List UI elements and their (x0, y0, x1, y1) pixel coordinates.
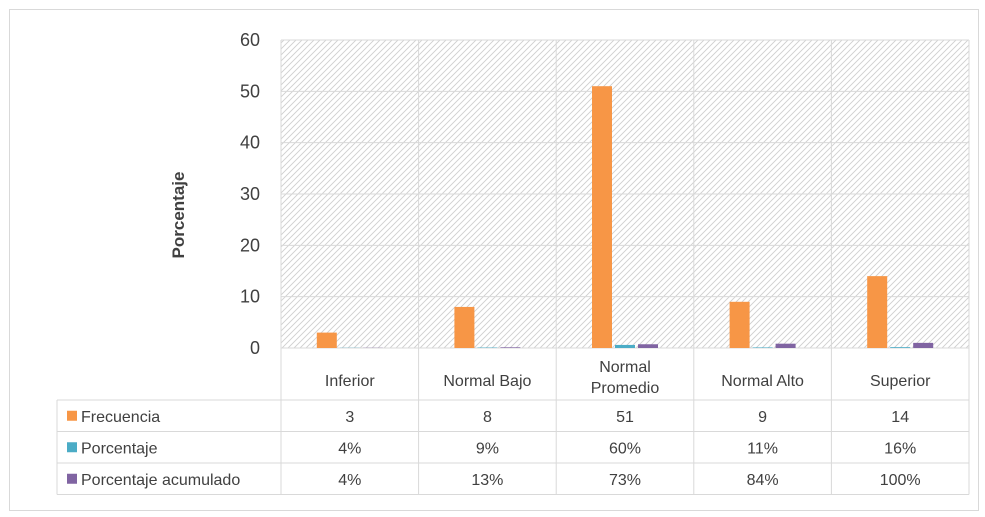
category-label: Inferior (325, 373, 375, 390)
data-table-value: 8 (483, 409, 492, 426)
legend-swatch (67, 442, 77, 453)
category-label: Normal Bajo (443, 373, 531, 390)
data-table-value: 9 (758, 409, 767, 426)
bar (500, 347, 521, 348)
category-label: Normal Promedio (591, 359, 660, 397)
data-table-value: 84% (747, 472, 779, 489)
y-axis-title: Porcentaje (169, 172, 188, 259)
category-label: Normal Alto (721, 373, 804, 390)
y-tick-label: 60 (240, 30, 260, 50)
legend-label: Porcentaje (81, 440, 158, 457)
y-tick-label: 40 (240, 133, 260, 153)
bar (615, 344, 635, 348)
legend-label: Frecuencia (81, 409, 160, 426)
y-tick-label: 20 (240, 235, 260, 255)
data-table-value: 3 (345, 409, 354, 426)
legend-swatch (67, 473, 77, 484)
category-label: Superior (870, 373, 931, 390)
data-table-value: 11% (747, 440, 778, 457)
bar (867, 276, 888, 348)
bar (775, 343, 796, 348)
bar (752, 347, 773, 348)
data-table-value: 13% (471, 472, 503, 489)
bar (890, 347, 911, 348)
y-tick-label: 30 (240, 184, 260, 204)
legend-label: Porcentaje acumulado (81, 472, 240, 489)
bar (316, 332, 337, 348)
bar (638, 344, 658, 348)
data-table-value: 4% (338, 440, 361, 457)
legend-swatch (67, 410, 77, 421)
bar (729, 301, 750, 348)
data-table-value: 51 (616, 409, 634, 426)
y-tick-label: 0 (250, 338, 260, 358)
data-table-value: 60% (609, 440, 641, 457)
bar (454, 306, 475, 348)
data-table-value: 100% (880, 472, 921, 489)
bar (913, 342, 934, 348)
data-table-value: 73% (609, 472, 641, 489)
bar (592, 86, 612, 348)
data-table-value: 4% (338, 472, 361, 489)
y-tick-label: 50 (240, 81, 260, 101)
data-table-value: 16% (884, 440, 916, 457)
y-tick-label: 10 (240, 287, 260, 307)
data-table-value: 9% (476, 440, 499, 457)
data-table-value: 14 (891, 409, 909, 426)
